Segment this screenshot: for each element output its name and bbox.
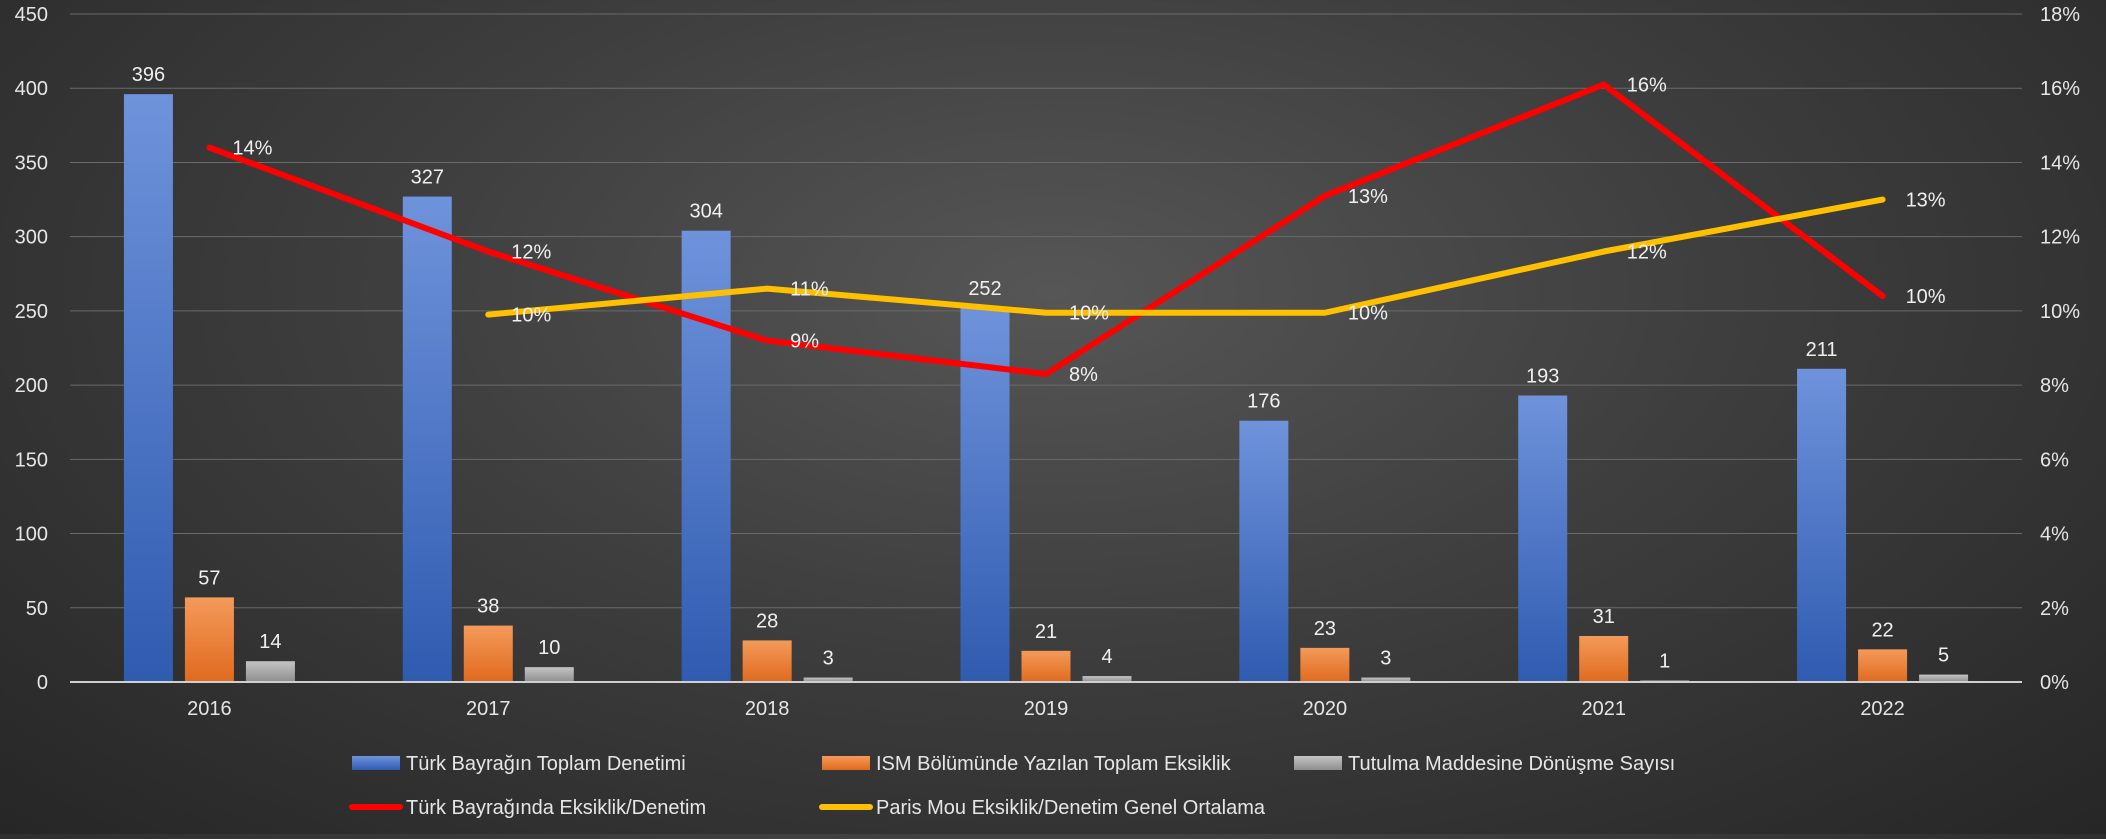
- bar-data-label: 10: [538, 637, 560, 659]
- bar-data-label: 28: [756, 610, 778, 632]
- bar: [245, 661, 295, 682]
- legend-label: ISM Bölümünde Yazılan Toplam Eksiklik: [876, 753, 1232, 775]
- y-right-tick-label: 6%: [2040, 449, 2069, 471]
- y-left-tick-label: 50: [26, 598, 48, 620]
- bar-data-label: 14: [259, 631, 281, 653]
- bar-data-label: 5: [1938, 645, 1949, 667]
- bar-data-label: 31: [1593, 606, 1615, 628]
- bar-data-label: 22: [1871, 619, 1893, 641]
- y-left-tick-label: 200: [15, 375, 48, 397]
- bar: [1858, 649, 1908, 682]
- line-series-group: [206, 81, 1886, 377]
- line-data-label: 16%: [1627, 75, 1667, 97]
- bar: [1082, 676, 1132, 682]
- legend-label: Türk Bayrağın Toplam Denetimi: [406, 753, 686, 775]
- bar: [463, 625, 513, 682]
- line-data-label: 10%: [511, 305, 551, 327]
- bar-data-label: 38: [477, 596, 499, 618]
- y-right-tick-label: 10%: [2040, 301, 2080, 323]
- y-left-tick-label: 350: [15, 152, 48, 174]
- y-right-tick-label: 18%: [2040, 4, 2080, 26]
- y-left-tick-label: 0: [37, 672, 48, 694]
- legend-swatch: [352, 756, 400, 770]
- bar-data-label: 57: [198, 567, 220, 589]
- y-right-tick-label: 12%: [2040, 227, 2080, 249]
- y-right-tick-label: 14%: [2040, 152, 2080, 174]
- bar-data-label: 176: [1247, 391, 1280, 413]
- y-right-tick-label: 8%: [2040, 375, 2069, 397]
- series-line: [206, 81, 1886, 377]
- legend-swatch: [1294, 756, 1342, 770]
- line-data-label: 13%: [1348, 186, 1388, 208]
- y-left-tick-label: 400: [15, 78, 48, 100]
- x-tick-label: 2017: [466, 698, 511, 720]
- line-data-label: 10%: [1906, 286, 1946, 308]
- line-data-label: 9%: [790, 331, 819, 353]
- bar: [1021, 650, 1071, 682]
- line-data-label: 13%: [1906, 190, 1946, 212]
- bar-data-label: 23: [1314, 618, 1336, 640]
- bar: [803, 677, 853, 682]
- bar: [524, 667, 574, 682]
- y-left-tick-label: 150: [15, 449, 48, 471]
- bar-data-label: 396: [132, 64, 165, 86]
- y-left-tick-label: 100: [15, 524, 48, 546]
- line-data-label: 10%: [1069, 303, 1109, 325]
- bar: [1797, 368, 1847, 682]
- bar-data-label: 1: [1659, 651, 1670, 673]
- bar: [1919, 674, 1969, 682]
- bar-data-label: 3: [823, 648, 834, 670]
- bar: [1361, 677, 1411, 682]
- bar-data-label: 21: [1035, 621, 1057, 643]
- y-left-tick-label: 450: [15, 4, 48, 26]
- y-right-tick-label: 0%: [2040, 672, 2069, 694]
- bar-data-label: 304: [689, 201, 722, 223]
- y-right-tick-label: 2%: [2040, 598, 2069, 620]
- x-tick-label: 2018: [745, 698, 790, 720]
- bar-data-label: 252: [968, 278, 1001, 300]
- axes-group: 0 50 100 150 200 250 300 350 400 450 0% 2% 4% 6% 8% 10%…: [15, 4, 2081, 720]
- bar: [402, 196, 452, 682]
- y-left-tick-label: 250: [15, 301, 48, 323]
- line-data-label: 10%: [1348, 303, 1388, 325]
- y-right-tick-label: 16%: [2040, 78, 2080, 100]
- bar: [184, 597, 234, 682]
- legend-swatch: [822, 756, 870, 770]
- bar: [1518, 395, 1568, 682]
- line-data-label: 11%: [790, 279, 829, 301]
- bar-data-label: 211: [1806, 339, 1838, 361]
- bar: [123, 94, 173, 682]
- bar: [1300, 647, 1350, 682]
- line-data-label: 12%: [1627, 242, 1667, 264]
- bar: [681, 230, 731, 682]
- series-line: [485, 196, 1886, 318]
- legend-label: Tutulma Maddesine Dönüşme Sayısı: [1348, 753, 1675, 775]
- bar-data-label: 4: [1101, 646, 1112, 668]
- legend-label: Paris Mou Eksiklik/Denetim Genel Ortalam…: [876, 797, 1266, 819]
- bar-data-label: 3: [1380, 648, 1391, 670]
- line-data-label: 12%: [511, 242, 551, 264]
- line-data-label: 8%: [1069, 364, 1098, 386]
- line-data-label: 14%: [232, 138, 272, 160]
- bar: [742, 640, 792, 682]
- y-right-tick-label: 4%: [2040, 524, 2069, 546]
- bar: [1579, 635, 1629, 682]
- y-left-tick-label: 300: [15, 227, 48, 249]
- legend: Türk Bayrağın Toplam Denetimi ISM Bölümün…: [349, 753, 1675, 819]
- legend-label: Türk Bayrağında Eksiklik/Denetim: [406, 797, 706, 819]
- x-tick-label: 2022: [1860, 698, 1905, 720]
- bar: [1239, 420, 1289, 682]
- bar-data-label: 193: [1526, 366, 1559, 388]
- x-tick-label: 2016: [187, 698, 232, 720]
- x-tick-label: 2020: [1303, 698, 1348, 720]
- x-tick-label: 2021: [1581, 698, 1626, 720]
- bar-series-group: [123, 94, 1969, 682]
- bar-data-label: 327: [411, 167, 444, 189]
- x-tick-label: 2019: [1024, 698, 1069, 720]
